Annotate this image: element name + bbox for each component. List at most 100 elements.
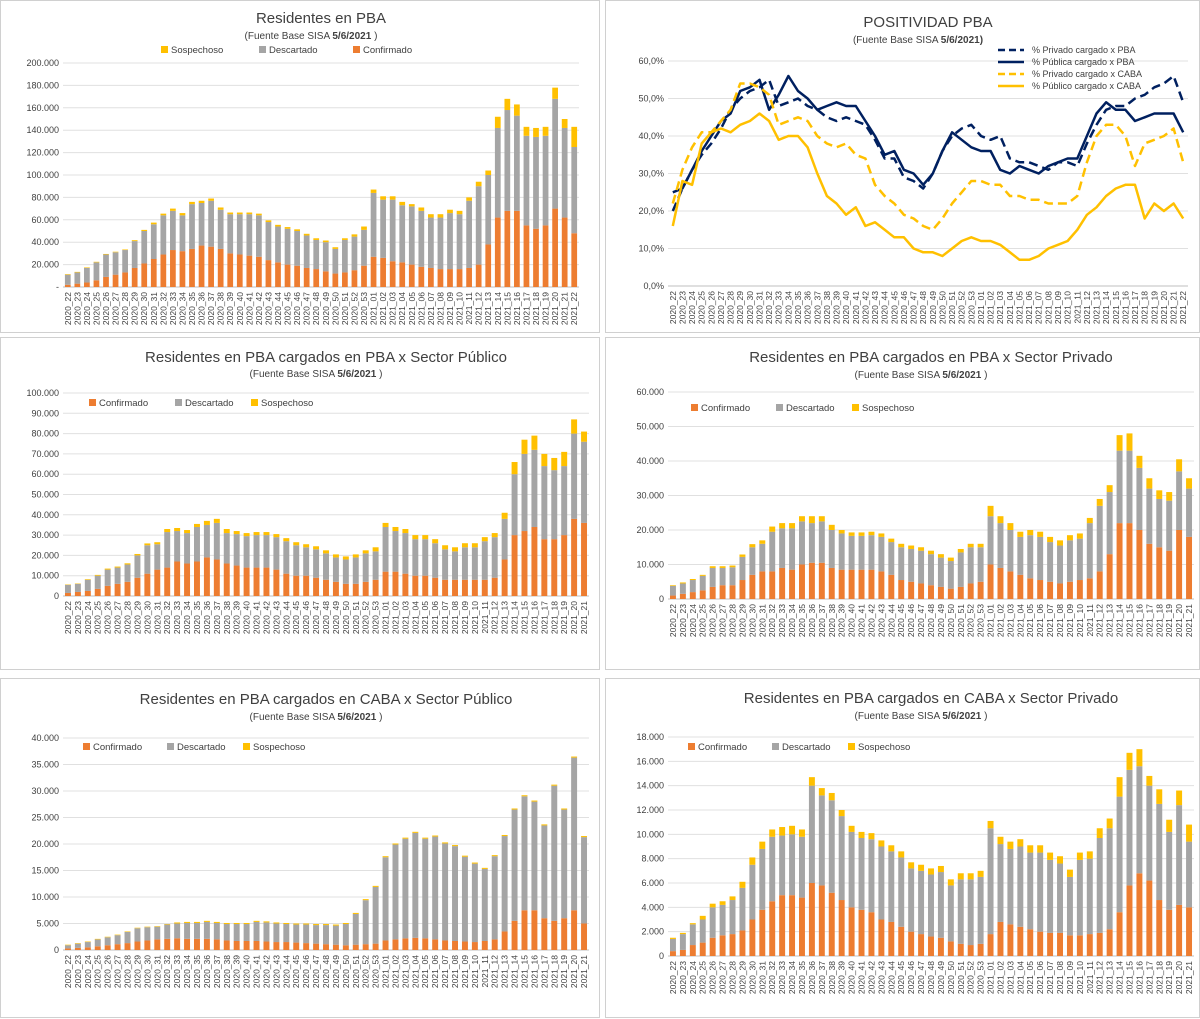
x-tick-label: 2020_51 <box>340 292 350 325</box>
bar-sospechoso <box>988 821 994 828</box>
bar-sospechoso <box>452 845 458 846</box>
y-tick-label: 60.000 <box>636 387 664 397</box>
x-tick-label: 2021_19 <box>559 601 569 634</box>
bar-descartado <box>383 857 389 940</box>
chart-svg-p5: Residentes en PBA cargados en CABA x Sec… <box>1 679 601 1019</box>
bar-descartado <box>466 201 472 268</box>
bar-confirmado <box>690 592 696 599</box>
bar-sospechoso <box>472 863 478 864</box>
x-tick-label: 2020_31 <box>757 604 767 637</box>
x-tick-label: 2020_27 <box>718 604 728 637</box>
bar-sospechoso <box>779 523 785 528</box>
bar-confirmado <box>522 531 528 596</box>
bar-descartado <box>428 218 434 268</box>
bar-sospechoso <box>898 851 904 857</box>
y-tick-label: 160.000 <box>26 103 59 113</box>
bar-descartado <box>160 215 166 254</box>
bar-sospechoso <box>1047 853 1053 860</box>
x-tick-label: 2021_21 <box>1184 604 1194 637</box>
chart-svg-p6: Residentes en PBA cargados en CABA x Sec… <box>606 679 1200 1019</box>
bar-sospechoso <box>184 922 190 923</box>
bar-confirmado <box>769 901 775 956</box>
x-tick-label: 2021_20 <box>550 292 560 325</box>
x-tick-label: 2020_37 <box>212 955 222 988</box>
x-tick-label: 2021_01 <box>369 292 379 325</box>
bar-sospechoso <box>442 545 448 549</box>
x-tick-label: 2020_41 <box>851 291 861 324</box>
x-tick-label: 2020_36 <box>803 291 813 324</box>
x-tick-label: 2021_12 <box>490 955 500 988</box>
bar-descartado <box>859 838 865 910</box>
legend-label: Sospechoso <box>171 45 223 56</box>
bar-sospechoso <box>485 171 491 175</box>
bar-sospechoso <box>819 788 825 795</box>
x-tick-label: 2021_18 <box>549 601 559 634</box>
bar-confirmado <box>371 257 377 287</box>
bar-confirmado <box>442 940 448 950</box>
bar-confirmado <box>218 249 224 287</box>
bar-descartado <box>472 864 478 942</box>
y-tick-label: 90.000 <box>31 408 59 418</box>
bar-descartado <box>581 442 587 523</box>
bar-descartado <box>988 516 994 564</box>
x-tick-label: 2021_10 <box>1075 604 1085 637</box>
bar-descartado <box>333 926 339 945</box>
bar-sospechoso <box>543 127 549 136</box>
chart-subtitle-end: ) <box>984 370 987 381</box>
bar-confirmado <box>531 910 537 950</box>
bar-sospechoso <box>1156 490 1162 499</box>
bar-sospechoso <box>888 845 894 851</box>
bar-sospechoso <box>809 777 815 786</box>
bar-descartado <box>878 537 884 572</box>
x-tick-label: 2021_17 <box>539 955 549 988</box>
bar-descartado <box>447 213 453 269</box>
bar-confirmado <box>898 927 904 956</box>
bar-confirmado <box>898 580 904 599</box>
bar-confirmado <box>799 898 805 956</box>
bar-confirmado <box>1007 571 1013 599</box>
x-tick-label: 2021_09 <box>1065 961 1075 994</box>
y-tick-label: 30,0% <box>638 169 664 179</box>
y-tick-label: 60,0% <box>638 56 664 66</box>
bar-sospechoso <box>809 516 815 523</box>
bar-descartado <box>868 535 874 570</box>
legend-label: % Público cargado x CABA <box>1032 81 1141 91</box>
x-tick-label: 2020_33 <box>168 292 178 325</box>
x-tick-label: 2020_42 <box>261 955 271 988</box>
bar-confirmado <box>918 583 924 599</box>
y-tick-label: 40.000 <box>31 237 59 247</box>
bar-confirmado <box>968 945 974 956</box>
x-tick-label: 2020_47 <box>916 604 926 637</box>
bar-descartado <box>457 214 463 269</box>
x-tick-label: 2021_17 <box>1144 604 1154 637</box>
series-line--privado-cargado-x-pba <box>673 76 1183 211</box>
bar-descartado <box>294 231 300 266</box>
x-tick-label: 2021_03 <box>1005 961 1015 994</box>
bar-confirmado <box>1047 582 1053 599</box>
bar-descartado <box>690 580 696 592</box>
x-tick-label: 2020_44 <box>880 291 890 324</box>
bar-confirmado <box>75 592 81 596</box>
y-tick-label: 50,0% <box>638 94 664 104</box>
bar-descartado <box>898 547 904 580</box>
bar-sospechoso <box>680 933 686 934</box>
bar-sospechoso <box>779 827 785 836</box>
bar-sospechoso <box>283 538 289 541</box>
bar-sospechoso <box>412 832 418 833</box>
bar-confirmado <box>1127 523 1133 599</box>
bar-confirmado <box>65 285 71 287</box>
bar-confirmado <box>859 910 865 956</box>
x-tick-label: 2020_26 <box>708 961 718 994</box>
chart-subtitle: (Fuente Base SISA 5/6/2021 ) <box>855 370 988 381</box>
x-tick-label: 2020_44 <box>886 604 896 637</box>
bar-sospechoso <box>888 539 894 542</box>
bar-descartado <box>522 796 528 910</box>
bar-confirmado <box>710 587 716 599</box>
bar-confirmado <box>849 907 855 956</box>
bar-sospechoso <box>531 436 537 450</box>
bar-descartado <box>432 543 438 578</box>
bar-confirmado <box>809 563 815 599</box>
bar-confirmado <box>1037 580 1043 599</box>
x-tick-label: 2020_34 <box>787 604 797 637</box>
bar-descartado <box>829 530 835 568</box>
